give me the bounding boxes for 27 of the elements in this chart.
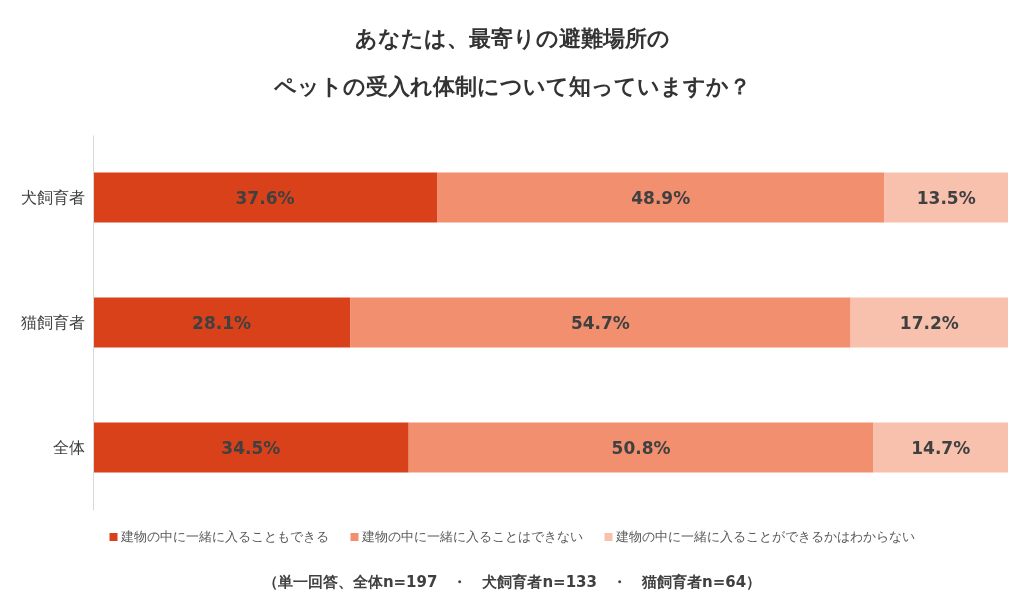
text: （単一回答、全体n=197 ・ 犬飼育者n=133 ・ 猫飼育者n=64）	[262, 573, 762, 591]
data-label: 14.7%	[911, 437, 971, 458]
data-label: 13.5%	[916, 187, 976, 208]
legend-label: 建物の中に一緒に入ることもできる	[119, 529, 329, 544]
data-label: 50.8%	[611, 437, 671, 458]
bar	[437, 172, 885, 223]
bar	[93, 172, 438, 223]
data-label: 34.5%	[221, 437, 281, 458]
bar	[93, 297, 351, 348]
data-label: 54.7%	[570, 312, 630, 333]
bar	[350, 297, 851, 348]
bar	[93, 422, 409, 473]
legend-label: 建物の中に一緒に入ることができるかはわからない	[614, 529, 915, 544]
legend-label: 建物の中に一緒に入ることはできない	[360, 529, 583, 544]
bar	[884, 172, 1008, 223]
data-label: 17.2%	[899, 312, 959, 333]
bar	[850, 297, 1008, 348]
y-tick-label: 全体	[53, 437, 85, 457]
data-label: 48.9%	[631, 187, 691, 208]
y-tick-label: 猫飼育者	[21, 312, 85, 332]
bar	[873, 422, 1008, 473]
data-label: 37.6%	[235, 187, 295, 208]
data-label: 28.1%	[192, 312, 252, 333]
chart-subtitle: ペットの受入れ体制について知っていますか？	[272, 74, 751, 99]
chart-title: あなたは、最寄りの避難場所の	[354, 26, 670, 51]
y-tick-label: 犬飼育者	[21, 187, 85, 207]
bar	[408, 422, 874, 473]
